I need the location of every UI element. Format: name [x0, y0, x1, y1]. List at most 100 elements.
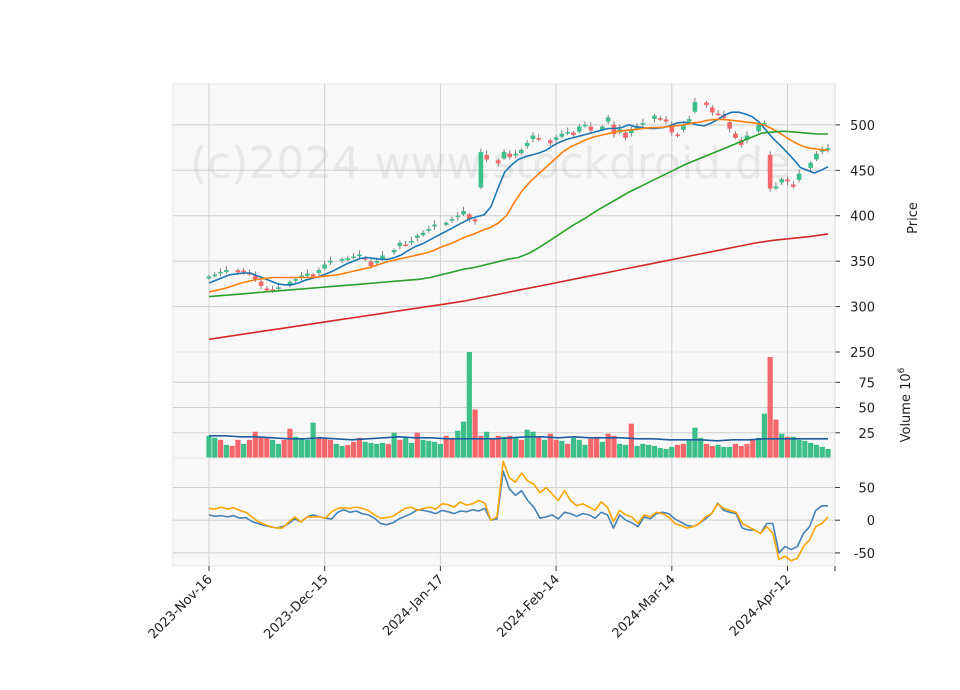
candle-body	[501, 151, 507, 159]
volume-bar	[304, 439, 310, 458]
candle-body	[715, 113, 721, 116]
candle-body	[640, 122, 646, 125]
volume-bar	[374, 443, 380, 458]
ma_200-line	[208, 233, 829, 341]
candle-body	[351, 256, 356, 259]
price-candles	[206, 97, 831, 293]
oscillator-y-ticks: -50 0 50	[835, 481, 875, 562]
volume-bar	[379, 442, 386, 458]
volume-axis-label: Volume 106	[897, 367, 914, 442]
volume-bar	[640, 443, 646, 458]
candle-body	[663, 119, 669, 122]
ma_mid-line	[208, 118, 829, 293]
candle-body	[218, 271, 223, 274]
volume-bar	[686, 439, 692, 458]
candle-body	[322, 264, 328, 269]
volume-bar	[293, 436, 299, 458]
volume-bar	[744, 443, 750, 458]
volume-bar	[709, 445, 715, 458]
volume-bar	[651, 445, 658, 458]
candle-body	[652, 115, 657, 119]
volume-axis-exponent: 6	[897, 367, 907, 373]
candle-body	[357, 254, 362, 257]
candle-body	[305, 273, 310, 276]
candle-body	[709, 107, 715, 113]
oscillator-panel-background	[172, 457, 836, 567]
volume-bar	[599, 441, 605, 458]
volume-bar	[588, 438, 594, 458]
volume-bar	[246, 439, 253, 458]
candle-body	[316, 270, 322, 273]
volume-bar	[420, 439, 426, 458]
candle-body	[310, 274, 316, 277]
volume-bar	[408, 442, 415, 458]
volume-bar	[518, 439, 524, 458]
candle-body	[692, 101, 698, 112]
candle-body	[657, 118, 663, 120]
candle-body	[814, 153, 819, 160]
candle-body	[675, 134, 680, 137]
volume-bar	[727, 446, 733, 458]
candle-body	[773, 186, 779, 189]
volume-bar	[339, 445, 345, 458]
volume-bar	[368, 442, 374, 458]
candle-body	[461, 210, 466, 215]
volume-bar	[663, 448, 669, 458]
candle-body	[808, 162, 813, 168]
volume-bar	[703, 443, 710, 458]
candle-body	[495, 160, 501, 164]
candle-body	[756, 124, 761, 132]
y-tick-label: -50	[854, 547, 875, 562]
volume-bar	[298, 438, 305, 458]
y-tick-label: 300	[850, 301, 875, 316]
volume-bar	[819, 446, 825, 458]
candle-body	[276, 287, 281, 289]
volume-bar	[576, 439, 582, 458]
candle-body	[623, 132, 628, 138]
volume-axis-label-text: Volume	[899, 394, 914, 442]
oscillator-lines	[208, 460, 829, 562]
x-tick-label: 2024-Apr-12	[727, 572, 794, 639]
watermark: (c)2024 www.stockdroid.de	[190, 138, 790, 189]
volume-bar	[611, 435, 617, 458]
moving-average-lines	[208, 111, 829, 341]
volume-bar	[646, 444, 652, 458]
volume-bar	[310, 422, 316, 458]
volume-bar	[252, 431, 258, 458]
y-tick-label: 500	[850, 119, 875, 134]
volume-bar	[593, 436, 600, 458]
volume-panel: 25 50 75 Volume 106	[172, 351, 914, 459]
volume-bar	[507, 435, 513, 458]
volume-gridlines	[173, 352, 835, 458]
volume-bar	[582, 444, 588, 458]
candle-body	[548, 140, 553, 144]
candle-body	[472, 219, 478, 222]
candle-body	[767, 154, 773, 189]
volume-bar	[513, 437, 519, 458]
y-tick-label: 0	[867, 514, 875, 529]
volume-bar	[351, 441, 357, 458]
candle-body	[790, 184, 796, 187]
candle-body	[345, 258, 351, 260]
candle-body	[796, 173, 802, 180]
volume-y-ticks: 25 50 75	[835, 376, 875, 442]
volume-bar	[327, 439, 334, 458]
volume-bar	[437, 443, 444, 458]
osc_b-line	[208, 460, 829, 562]
volume-bar	[235, 439, 241, 458]
volume-bar	[553, 439, 559, 458]
candle-body	[559, 133, 565, 137]
candle-body	[391, 250, 397, 253]
volume-bar	[466, 352, 472, 458]
volume-bar	[223, 444, 229, 458]
volume-bar	[784, 436, 791, 458]
volume-bar	[559, 440, 565, 458]
volume-bar	[536, 436, 542, 458]
volume-bar	[217, 439, 224, 458]
x-tick-label: 2024-Mar-14	[610, 572, 679, 641]
volume-bar	[524, 429, 530, 458]
vol_ma-line	[209, 434, 828, 442]
volume-bar	[414, 432, 420, 458]
volume-bar	[478, 435, 484, 458]
volume-bar	[541, 439, 548, 458]
